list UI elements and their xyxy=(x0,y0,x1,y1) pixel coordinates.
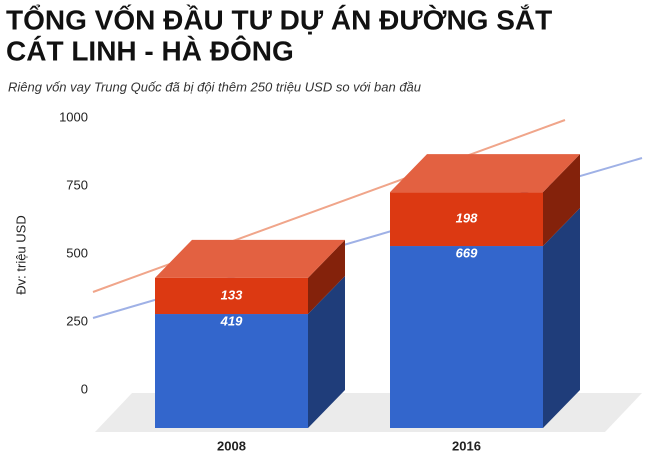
bar-segment xyxy=(390,246,543,428)
y-tick-label: 500 xyxy=(66,245,88,260)
value-label: 669 xyxy=(456,245,478,260)
value-label: 133 xyxy=(221,287,243,302)
bar-segment xyxy=(390,192,543,247)
chart-title: CÁT LINH - HÀ ĐÔNG xyxy=(6,34,294,66)
x-tick-label: 2008 xyxy=(217,438,246,453)
bar-top xyxy=(155,239,345,278)
bar-side xyxy=(543,154,580,247)
y-tick-label: 0 xyxy=(81,381,88,396)
bar-segment xyxy=(155,277,308,315)
chart-title: TỔNG VỐN ĐẦU TƯ DỰ ÁN ĐƯỜNG SẮT xyxy=(6,3,552,35)
y-tick-label: 750 xyxy=(66,177,88,192)
bar-side xyxy=(308,239,345,315)
chart-subtitle: Riêng vốn vay Trung Quốc đã bị đội thêm … xyxy=(8,79,421,94)
y-axis-label: Đv: triệu USD xyxy=(13,215,28,294)
y-tick-label: 1000 xyxy=(59,109,88,124)
value-label: 419 xyxy=(220,313,243,328)
bars: 419 133 669 198 xyxy=(155,154,580,428)
bar-side xyxy=(308,276,345,428)
bar-side xyxy=(543,208,580,428)
bar-segment xyxy=(155,314,308,428)
value-label: 198 xyxy=(456,211,478,226)
bar-top xyxy=(390,154,580,193)
x-tick-label: 2016 xyxy=(452,438,481,453)
y-tick-label: 250 xyxy=(66,313,88,328)
